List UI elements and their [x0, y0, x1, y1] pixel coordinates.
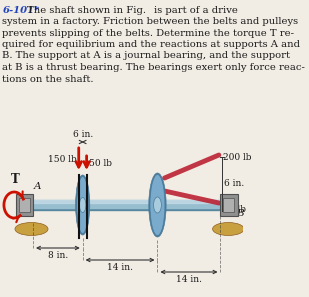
Text: B: B [236, 209, 244, 218]
Text: system in a factory. Friction between the belts and pulleys: system in a factory. Friction between th… [2, 17, 298, 26]
Text: tions on the shaft.: tions on the shaft. [2, 75, 94, 83]
Text: 14 in.: 14 in. [107, 263, 133, 272]
Text: T: T [11, 173, 19, 186]
Text: B. The support at A is a journal bearing, and the support: B. The support at A is a journal bearing… [2, 51, 290, 61]
Text: prevents slipping of the belts. Determine the torque T re-: prevents slipping of the belts. Determin… [2, 29, 294, 37]
Bar [220, 194, 238, 216]
Text: 6-101*: 6-101* [2, 6, 40, 15]
Ellipse shape [77, 176, 89, 233]
Bar [223, 198, 234, 212]
Text: The shaft shown in Fig.: The shaft shown in Fig. [27, 6, 146, 15]
Ellipse shape [79, 198, 86, 212]
Text: quired for equilibrium and the reactions at supports A and: quired for equilibrium and the reactions… [2, 40, 300, 49]
Text: at B is a thrust bearing. The bearings exert only force reac-: at B is a thrust bearing. The bearings e… [2, 63, 305, 72]
Text: 14 in.: 14 in. [176, 275, 202, 284]
Text: 150 lb: 150 lb [49, 154, 77, 164]
Text: 6 in.: 6 in. [73, 130, 93, 139]
Text: 50 lb: 50 lb [223, 205, 246, 214]
Bar [30, 200, 219, 203]
Ellipse shape [150, 175, 165, 236]
Bar [30, 201, 219, 210]
Text: 6 in.: 6 in. [224, 179, 245, 189]
Ellipse shape [154, 197, 161, 213]
Ellipse shape [149, 173, 166, 237]
Ellipse shape [76, 175, 90, 235]
Text: is part of a drive: is part of a drive [154, 6, 238, 15]
Bar [19, 198, 30, 212]
Text: 8 in.: 8 in. [48, 251, 68, 260]
Bar [30, 200, 219, 208]
Text: A: A [34, 182, 41, 191]
Ellipse shape [15, 222, 48, 236]
Text: 50 lb: 50 lb [89, 159, 112, 168]
Bar [16, 194, 33, 216]
Text: 200 lb: 200 lb [223, 152, 251, 162]
Ellipse shape [213, 222, 244, 236]
